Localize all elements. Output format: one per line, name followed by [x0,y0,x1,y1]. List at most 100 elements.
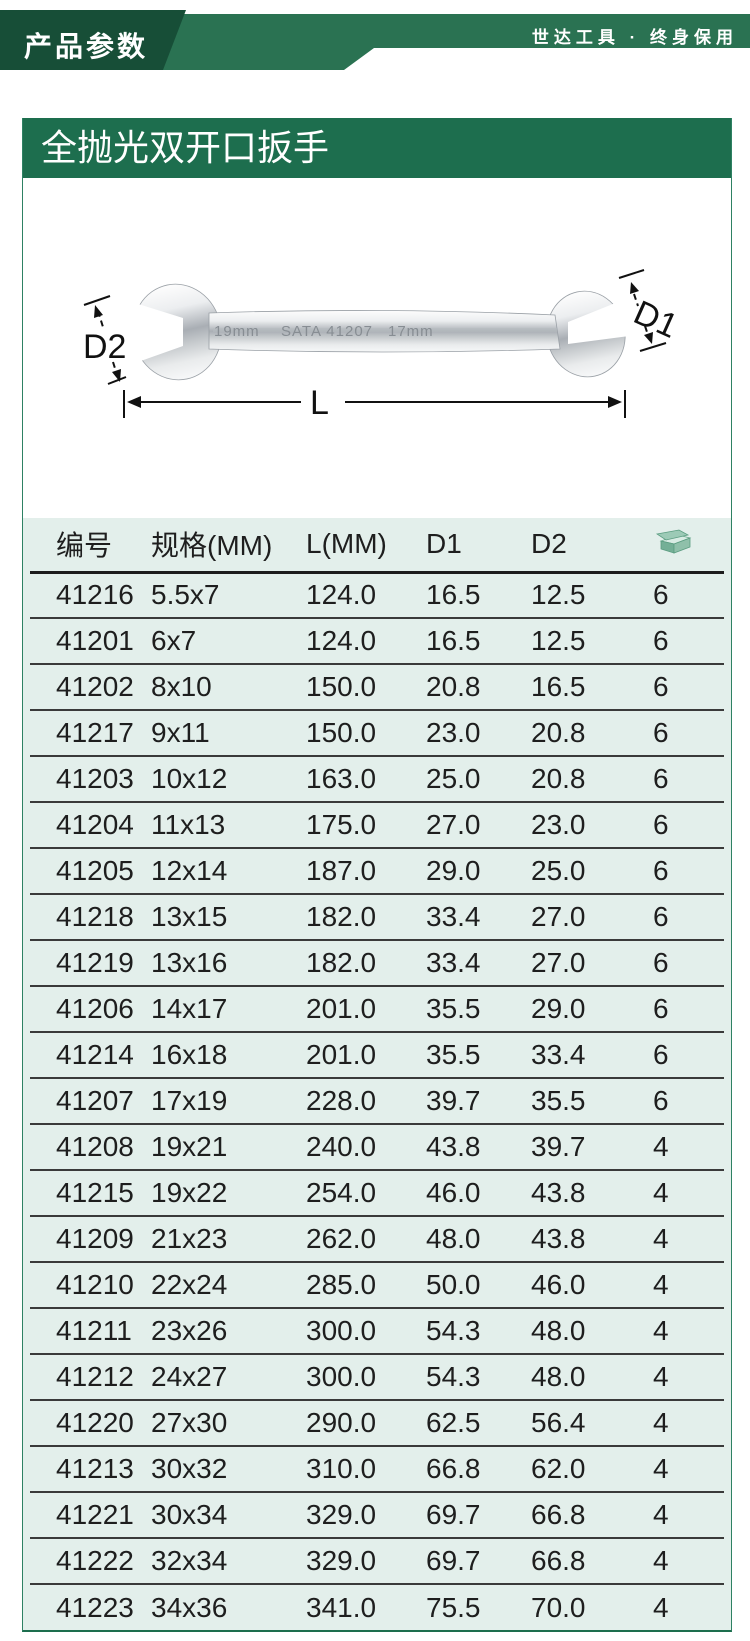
cell: 163.0 [306,763,377,794]
cell-qty: 6 [653,625,669,656]
cell: 30x34 [151,1499,228,1530]
wrench-body: 19mm SATA 41207 17mm [119,283,645,381]
right-jaw-opening [568,292,645,344]
cell: 25.0 [531,855,586,886]
banner-tag-label: 产品参数 [24,31,149,62]
cell: 201.0 [306,1039,377,1070]
cell: 5.5x7 [151,579,220,611]
cell: 41219 [56,947,134,978]
product-title: 全抛光双开口扳手 [23,118,731,178]
cell: 23x26 [151,1315,228,1346]
cell: 35.5 [426,1039,481,1070]
cell: 41203 [56,763,134,794]
marking-brand-model: SATA 41207 [281,323,373,340]
cell: 290.0 [306,1407,377,1438]
table-row: 41202 8x10 150.0 20.8 16.5 6 [30,664,724,710]
cell: 16.5 [531,671,586,702]
cell: 33.4 [426,947,481,978]
table-row: 41217 9x11 150.0 23.0 20.8 6 [30,710,724,756]
cell: 43.8 [531,1223,586,1254]
table-row: 41213 30x32 310.0 66.8 62.0 4 [30,1446,724,1492]
cell: 41218 [56,901,134,932]
cell: 182.0 [306,901,377,932]
table-row: 41205 12x14 187.0 29.0 25.0 6 [30,848,724,894]
cell: 50.0 [426,1269,481,1300]
table-row: 41218 13x15 182.0 33.4 27.0 6 [30,894,724,940]
cell: 41216 [56,579,134,611]
table-row: 41221 30x34 329.0 69.7 66.8 4 [30,1492,724,1538]
cell: 43.8 [426,1131,481,1162]
cell-qty: 4 [653,1131,669,1162]
cell: 23.0 [426,717,481,748]
table-row: 41220 27x30 290.0 62.5 56.4 4 [30,1400,724,1446]
cell: 19x22 [151,1177,228,1208]
dimension-d2: D2 [83,295,126,385]
cell-qty: 6 [653,1039,669,1070]
table-row: 41210 22x24 285.0 50.0 46.0 4 [30,1262,724,1308]
package-box-icon [655,529,692,554]
cell: 29.0 [531,993,586,1024]
cell-qty: 4 [653,1499,669,1530]
table-row: 41216 5.5x7 124.0 16.5 12.5 6 [30,572,724,618]
header-length: L(MM) [306,528,387,560]
cell: 17x19 [151,1085,228,1116]
cell-qty: 4 [653,1591,669,1623]
cell-qty: 6 [653,1085,669,1116]
table-row: 41211 23x26 300.0 54.3 48.0 4 [30,1308,724,1354]
cell: 62.0 [531,1453,586,1484]
cell: 66.8 [531,1545,586,1576]
banner-slogan: 世达工具 · 终身保用 [531,28,738,47]
cell: 150.0 [306,671,377,702]
cell: 27.0 [426,809,481,840]
cell: 43.8 [531,1177,586,1208]
cell: 12.5 [531,625,586,656]
left-jaw-opening [119,298,183,368]
banner-tag-shape [0,10,186,70]
cell: 41214 [56,1039,134,1070]
cell: 41207 [56,1085,134,1116]
table-row: 41204 11x13 175.0 27.0 23.0 6 [30,802,724,848]
cell: 41212 [56,1361,134,1392]
cell-qty: 4 [653,1315,669,1346]
cell: 16x18 [151,1039,228,1070]
cell: 20.8 [531,763,586,794]
cell: 20.8 [426,671,481,702]
cell: 46.0 [426,1177,481,1208]
cell: 66.8 [531,1499,586,1530]
cell: 182.0 [306,947,377,978]
cell: 62.5 [426,1407,481,1438]
cell: 240.0 [306,1131,377,1162]
cell: 41201 [56,625,134,656]
cell: 54.3 [426,1315,481,1346]
cell-qty: 6 [653,763,669,794]
cell: 41205 [56,855,134,886]
cell: 124.0 [306,625,377,656]
cell: 21x23 [151,1223,228,1254]
cell-qty: 6 [653,717,669,748]
cell: 39.7 [426,1085,481,1116]
cell: 201.0 [306,993,377,1024]
content-card: 全抛光双开口扳手 [22,118,732,1632]
cell: 300.0 [306,1315,377,1346]
cell: 27.0 [531,901,586,932]
cell: 48.0 [426,1223,481,1254]
table-row: 41207 17x19 228.0 39.7 35.5 6 [30,1078,724,1124]
cell: 41217 [56,717,134,748]
cell: 41206 [56,993,134,1024]
cell: 41215 [56,1177,134,1208]
cell: 13x16 [151,947,228,978]
cell: 24x27 [151,1361,228,1392]
header-spec: 规格(MM) [151,530,273,562]
cell: 20.8 [531,717,586,748]
cell: 13x15 [151,901,228,932]
cell: 16.5 [426,579,481,611]
header-code: 编号 [56,530,113,562]
cell: 14x17 [151,993,228,1024]
header-d2: D2 [531,528,567,560]
cell-qty: 6 [653,671,669,702]
cell: 56.4 [531,1407,586,1438]
marking-left-size: 19mm [214,323,260,340]
cell: 35.5 [426,993,481,1024]
table-row: 41206 14x17 201.0 35.5 29.0 6 [30,986,724,1032]
cell: 30x32 [151,1453,228,1484]
